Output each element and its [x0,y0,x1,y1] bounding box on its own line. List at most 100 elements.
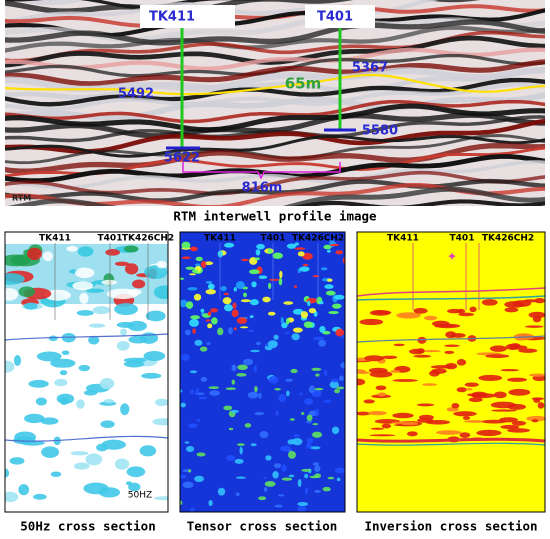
amplitude-blob [88,323,106,328]
amplitude-speckle [287,439,296,445]
horizon-line [357,437,545,443]
impedance-streak [357,378,366,386]
impedance-streak [504,307,519,313]
impedance-streak [392,412,414,419]
amplitude-speckle [235,492,240,496]
amplitude-speckle [324,284,334,289]
amplitude-speckle [243,292,247,298]
well-label: TK411 [204,234,236,244]
impedance-streak [444,350,455,355]
impedance-streak [518,348,538,353]
amplitude-speckle [207,323,213,329]
impedance-streak [417,418,434,423]
seismic-band [5,35,545,68]
amplitude-speckle [294,242,299,246]
amplitude-speckle [225,387,237,391]
amplitude-speckle [284,331,291,335]
amplitude-speckle [200,377,208,382]
amplitude-speckle [217,250,223,258]
impedance-streak [500,369,520,372]
amplitude-speckle [329,243,340,247]
amplitude-speckle [187,287,198,291]
amplitude-speckle [294,247,306,250]
amplitude-blob [13,355,22,367]
amplitude-blob [5,468,10,478]
amplitude-speckle [196,418,200,423]
amplitude-speckle [274,387,281,391]
impedance-streak [507,428,531,433]
well-label-box [305,5,375,28]
impedance-streak [478,374,503,382]
amplitude-speckle [334,388,340,394]
amplitude-speckle [331,426,340,435]
amplitude-speckle [299,392,303,396]
impedance-streak [534,297,545,304]
well-label: TK426CH2 [292,234,344,244]
amplitude-speckle [314,473,322,479]
amplitude-speckle [193,293,202,301]
impedance-streak [451,403,460,409]
amplitude-speckle [285,318,290,325]
amplitude-speckle [312,275,320,278]
amplitude-speckle [300,311,309,319]
amplitude-speckle [306,420,313,424]
amplitude-speckle [180,353,190,361]
amplitude-speckle [195,256,203,262]
impedance-streak [459,432,471,439]
horizon-line [5,333,168,341]
amplitude-speckle [259,431,269,438]
amplitude-blob [124,263,139,275]
amplitude-speckle [299,266,310,272]
impedance-streak [528,311,545,319]
amplitude-blob [155,398,168,407]
seismic-band [7,186,545,206]
amplitude-speckle [272,252,283,259]
impedance-streak [462,416,471,420]
amplitude-blob [23,302,38,310]
well-label: TK426CH2 [482,234,534,244]
amplitude-blob [92,306,111,315]
amplitude-speckle [267,248,273,254]
impedance-streak [466,387,473,391]
amplitude-speckle [249,299,259,306]
well-label: TK411 [387,234,419,244]
amplitude-speckle [228,327,233,335]
amplitude-speckle [302,252,313,260]
amplitude-speckle [278,394,286,402]
amplitude-blob [66,245,78,252]
amplitude-speckle [274,504,283,508]
depth-label: 5580 [362,124,398,139]
panel-frame [4,231,169,513]
impedance-streak [453,411,477,417]
method-label: RTM [12,194,31,203]
amplitude-blob [123,245,139,253]
amplitude-speckle [220,286,227,292]
amplitude-speckle [329,380,339,389]
amplitude-blob [127,320,147,332]
horizon-line [357,295,545,301]
amplitude-speckle [263,486,268,492]
horizon-line [357,442,545,446]
impedance-streak [396,312,421,319]
amplitude-speckle [194,263,201,267]
amplitude-speckle [256,341,261,346]
amplitude-blob [14,431,36,443]
amplitude-speckle [182,481,194,489]
amplitude-blob [5,273,25,285]
impedance-streak [500,424,520,430]
impedance-streak [422,383,438,386]
impedance-streak [393,343,405,347]
well-label: T401 [450,234,475,244]
amplitude-speckle [244,423,252,428]
amplitude-speckle [188,423,198,428]
amplitude-speckle [292,308,304,315]
amplitude-blob [85,453,103,466]
amplitude-speckle [188,469,192,473]
amplitude-blob [120,403,130,416]
amplitude-speckle [267,311,276,316]
amplitude-speckle [181,256,191,260]
amplitude-blob [35,397,48,406]
amplitude-speckle [314,387,324,391]
amplitude-speckle [194,339,203,346]
panel-frame [356,231,546,513]
